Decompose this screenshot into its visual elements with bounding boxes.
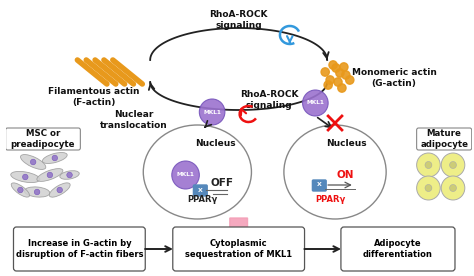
Text: Filamentous actin
(F-actin): Filamentous actin (F-actin) [48,87,140,107]
Text: MKL1: MKL1 [203,110,221,115]
Text: MKL1: MKL1 [306,100,324,105]
Circle shape [417,176,440,200]
Circle shape [30,159,36,165]
Circle shape [57,187,63,193]
FancyBboxPatch shape [6,128,81,150]
Circle shape [338,84,346,92]
Text: OFF: OFF [210,178,234,188]
FancyBboxPatch shape [193,185,207,196]
Circle shape [441,153,465,177]
Ellipse shape [20,155,46,169]
Text: PPARγ: PPARγ [315,195,345,205]
Circle shape [425,161,432,169]
Circle shape [302,90,328,116]
Circle shape [326,76,334,84]
Ellipse shape [42,153,67,163]
Circle shape [342,71,350,79]
Text: RhoA-ROCK
signaling: RhoA-ROCK signaling [240,90,299,110]
Text: Nuclear
translocation: Nuclear translocation [100,110,167,130]
Ellipse shape [143,125,251,219]
Ellipse shape [49,183,70,197]
Circle shape [47,172,53,178]
Circle shape [200,99,225,125]
Text: Adipocyte
differentiation: Adipocyte differentiation [363,239,433,259]
Text: Nucleus: Nucleus [327,139,367,148]
Ellipse shape [37,169,63,181]
Circle shape [332,64,340,72]
Circle shape [321,68,329,76]
Text: Cytoplasmic
sequestration of MKL1: Cytoplasmic sequestration of MKL1 [185,239,292,259]
Circle shape [441,176,465,200]
Circle shape [34,189,40,195]
Circle shape [52,155,57,161]
Circle shape [425,184,432,192]
Circle shape [334,78,342,86]
Circle shape [417,153,440,177]
Text: PPARγ: PPARγ [187,195,218,205]
Text: MSC or
preadipocyte: MSC or preadipocyte [11,129,75,149]
Text: Nucleus: Nucleus [195,139,236,148]
FancyArrow shape [226,218,251,243]
Ellipse shape [11,183,29,197]
Circle shape [346,76,354,84]
Text: X: X [198,187,203,192]
Circle shape [329,61,337,69]
FancyBboxPatch shape [312,180,326,191]
Text: Monomeric actin
(G-actin): Monomeric actin (G-actin) [352,68,437,88]
Ellipse shape [24,187,50,197]
Text: X: X [317,182,322,187]
Text: MKL1: MKL1 [177,172,194,177]
Text: RhoA-ROCK
signaling: RhoA-ROCK signaling [210,10,268,30]
Circle shape [336,69,344,77]
Circle shape [449,184,456,192]
Circle shape [449,161,456,169]
FancyBboxPatch shape [13,227,145,271]
Ellipse shape [284,125,386,219]
Ellipse shape [11,171,40,182]
Circle shape [172,161,200,189]
Circle shape [340,63,348,71]
Text: Increase in G-actin by
disruption of F-actin fibers: Increase in G-actin by disruption of F-a… [16,239,143,259]
Circle shape [67,172,73,178]
Circle shape [23,174,28,180]
Circle shape [324,81,332,89]
FancyBboxPatch shape [173,227,304,271]
Circle shape [18,187,23,193]
Text: ON: ON [336,170,354,180]
FancyBboxPatch shape [417,128,472,150]
Text: Mature
adipocyte: Mature adipocyte [420,129,468,149]
Ellipse shape [60,171,79,179]
FancyBboxPatch shape [341,227,455,271]
